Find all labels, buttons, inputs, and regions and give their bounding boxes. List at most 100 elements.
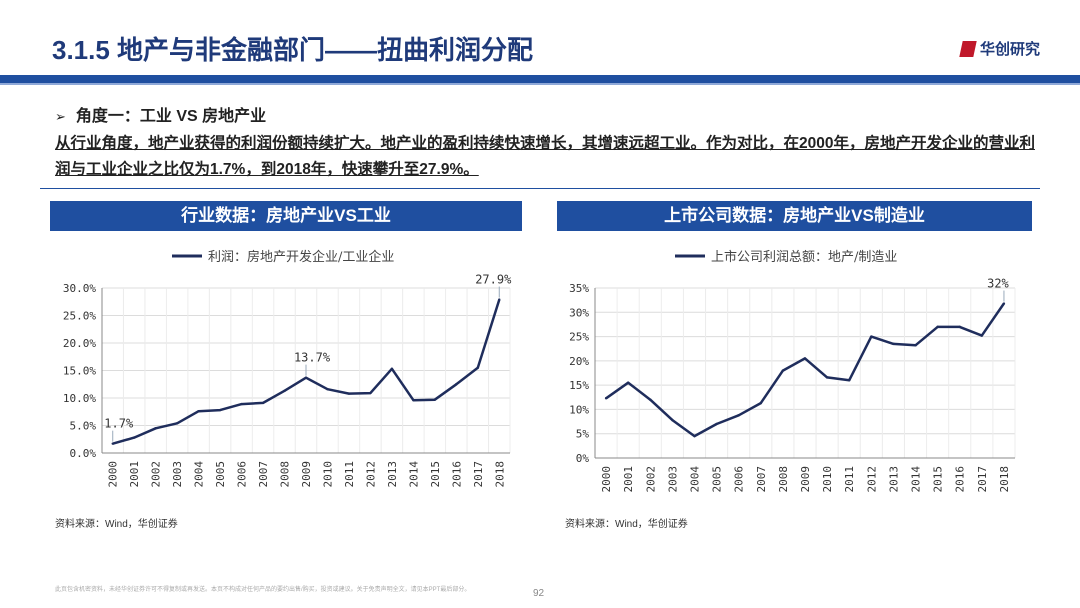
right-panel-title: 上市公司数据：房地产业VS制造业 <box>557 201 1032 231</box>
x-tick-label: 2001 <box>128 461 141 488</box>
section-divider <box>40 188 1040 189</box>
x-tick-label: 2011 <box>343 461 356 488</box>
left-line-chart: 利润：房地产开发企业/工业企业 0.0% 5.0% 10.0% 15.0% 20.0% 25… <box>63 249 512 488</box>
data-point <box>111 442 114 445</box>
subheading: ➢ 角度一：工业 VS 房地产业 <box>55 102 266 126</box>
x-tick-label: 2010 <box>821 466 834 493</box>
data-point <box>261 401 265 405</box>
data-point <box>133 436 136 439</box>
left-source-note: 资料来源：Wind，华创证券 <box>55 519 178 530</box>
x-tick-label: 2014 <box>910 466 923 493</box>
x-tick-label: 2000 <box>600 466 613 493</box>
data-point <box>369 391 372 395</box>
y-tick-label: 20.0% <box>63 337 96 350</box>
data-point <box>154 427 157 430</box>
y-tick-label: 10.0% <box>63 392 96 405</box>
data-point <box>240 402 243 406</box>
x-tick-label: 2009 <box>300 461 313 488</box>
y-tick-label: 25% <box>569 331 589 344</box>
x-tick-label: 2015 <box>932 466 945 493</box>
data-point <box>936 325 939 329</box>
x-tick-label: 2005 <box>214 461 227 488</box>
y-tick-label: 35% <box>569 282 589 295</box>
data-point <box>626 381 630 384</box>
x-tick-label: 2018 <box>493 461 506 488</box>
y-tick-label: 25.0% <box>63 310 96 323</box>
y-tick-label: 15.0% <box>63 365 96 378</box>
header-bar-accent <box>0 83 1080 85</box>
x-tick-label: 2017 <box>976 466 989 493</box>
x-tick-label: 2004 <box>688 466 701 493</box>
logo-text: 华创研究 <box>979 41 1040 58</box>
right-line-chart: 上市公司利润总额：地产/制造业 0% 5% 10% 15% 20% 25% 30% 35% 200… <box>569 249 1016 493</box>
x-tick-label: 2006 <box>236 461 249 488</box>
x-tick-label: 2006 <box>733 466 746 493</box>
data-point <box>498 298 501 301</box>
data-label: 13.7% <box>294 351 331 365</box>
data-point <box>390 367 394 371</box>
x-tick-label: 2000 <box>107 461 120 488</box>
y-tick-label: 30.0% <box>63 282 96 295</box>
left-panel-title: 行业数据：房地产业VS工业 <box>50 201 522 231</box>
data-point <box>980 334 984 337</box>
y-tick-label: 15% <box>569 379 589 392</box>
x-tick-label: 2014 <box>407 461 420 488</box>
page-title: 3.1.5 地产与非金融部门——扭曲利润分配 <box>52 35 534 65</box>
data-label: 1.7% <box>104 417 134 431</box>
data-point <box>803 357 807 360</box>
x-tick-label: 2017 <box>472 461 485 488</box>
data-point <box>604 397 608 400</box>
x-tick-label: 2001 <box>622 466 635 493</box>
x-tick-label: 2002 <box>644 466 657 493</box>
disclaimer: 此页包含机密资料，未经华创证券许可不得复制或再发送。本页不构成对任何产品的要约出… <box>55 587 471 593</box>
data-point <box>412 399 415 402</box>
legend-label: 利润：房地产开发企业/工业企业 <box>208 249 394 265</box>
x-tick-label: 2004 <box>193 461 206 488</box>
x-tick-label: 2009 <box>799 466 812 493</box>
data-point <box>347 392 351 395</box>
x-tick-label: 2018 <box>998 466 1011 493</box>
data-point <box>476 366 479 369</box>
data-point <box>649 398 652 401</box>
x-tick-label: 2016 <box>954 466 967 493</box>
right-source-note: 资料来源：Wind，华创证券 <box>565 519 688 530</box>
data-point <box>283 389 286 393</box>
x-tick-label: 2013 <box>386 461 399 488</box>
x-tick-label: 2005 <box>711 466 724 493</box>
logo-icon <box>959 40 977 57</box>
x-tick-label: 2007 <box>257 461 270 488</box>
x-tick-label: 2016 <box>450 461 463 488</box>
x-tick-label: 2012 <box>364 461 377 488</box>
x-tick-label: 2002 <box>150 461 163 488</box>
page-number: 92 <box>533 588 545 599</box>
data-point <box>304 376 308 379</box>
data-point <box>455 383 458 386</box>
data-point <box>870 335 873 338</box>
data-point <box>825 376 829 379</box>
x-tick-label: 2015 <box>429 461 442 488</box>
data-point <box>737 414 740 417</box>
x-tick-label: 2003 <box>171 461 184 488</box>
x-tick-label: 2003 <box>666 466 679 493</box>
y-tick-label: 0.0% <box>70 447 97 460</box>
data-point <box>781 369 785 372</box>
data-point <box>218 408 222 412</box>
data-point <box>197 410 200 413</box>
x-tick-label: 2012 <box>865 466 878 493</box>
data-point <box>914 344 917 347</box>
header-bar <box>0 75 1080 83</box>
data-point <box>671 418 674 422</box>
summary-paragraph: 从行业角度，地产业获得的利润份额持续扩大。地产业的盈利持续快速增长，其增速远超工… <box>55 135 1035 178</box>
x-tick-label: 2013 <box>887 466 900 493</box>
data-point <box>759 401 762 405</box>
data-point <box>326 388 329 391</box>
y-tick-label: 10% <box>569 403 589 416</box>
data-point <box>892 342 895 346</box>
series-line <box>605 302 1005 438</box>
subheading-text: 角度一：工业 VS 房地产业 <box>75 108 267 125</box>
x-tick-label: 2008 <box>279 461 292 488</box>
data-point <box>433 398 437 401</box>
data-label: 27.9% <box>475 273 512 287</box>
data-point <box>175 422 179 425</box>
data-point <box>693 434 696 438</box>
